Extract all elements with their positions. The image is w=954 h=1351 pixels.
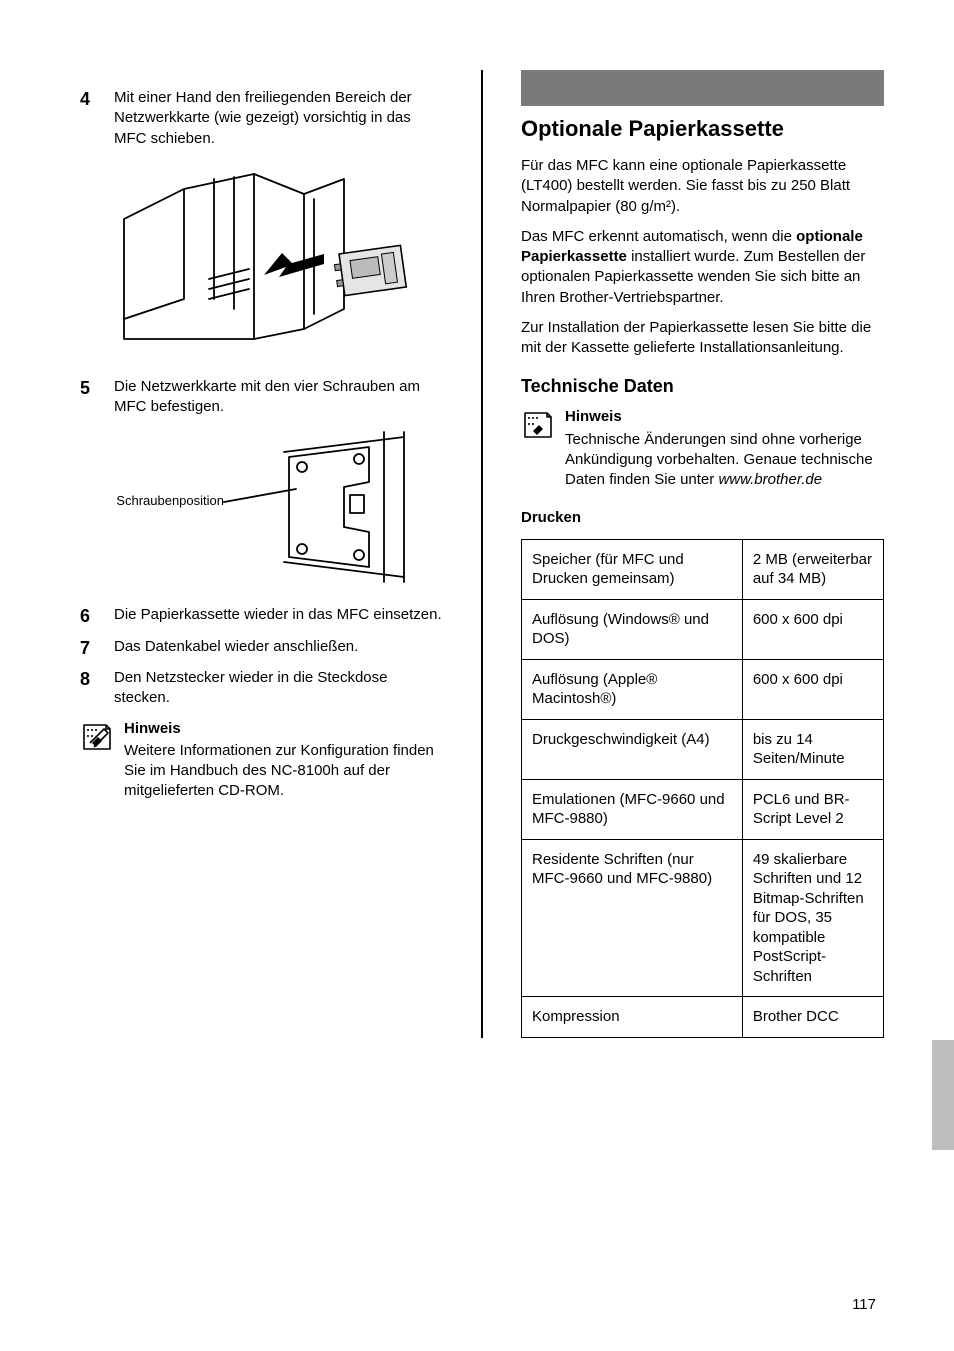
spec-val: PCL6 und BR-Script Level 2 [742,779,883,839]
note-label: Hinweis [565,407,884,427]
para-3: Zur Installation der Papierkassette lese… [521,318,884,359]
step-6: 6 Die Papierkassette wieder in das MFC e… [80,605,443,628]
step-number: 7 [80,637,104,660]
side-tab [932,1040,954,1150]
para-2: Das MFC erkennt automatisch, wenn die op… [521,227,884,308]
spec-key: Kompression [522,997,743,1038]
spec-val: Brother DCC [742,997,883,1038]
note-label: Hinweis [124,719,443,739]
para-1: Für das MFC kann eine optionale Papierka… [521,156,884,217]
note-block: Hinweis Weitere Informationen zur Konfig… [80,719,443,802]
left-column: 4 Mit einer Hand den freiliegenden Berei… [80,70,443,1038]
table-row: Druckgeschwindigkeit (A4)bis zu 14 Seite… [522,719,884,779]
step-4: 4 Mit einer Hand den freiliegenden Berei… [80,88,443,149]
printer-card-illustration [114,159,414,359]
step-text: Mit einer Hand den freiliegenden Bereich… [114,88,443,149]
step-5: 5 Die Netzwerkkarte mit den vier Schraub… [80,377,443,418]
page-number: 117 [852,1296,876,1313]
spec-key: Auflösung (Apple® Macintosh®) [522,659,743,719]
table-row: Speicher (für MFC und Drucken gemeinsam)… [522,539,884,599]
table-row: Auflösung (Windows® und DOS)600 x 600 dp… [522,599,884,659]
note-icon [80,719,114,753]
note-body: Hinweis Technische Änderungen sind ohne … [565,407,884,490]
spec-val: 2 MB (erweiterbar auf 34 MB) [742,539,883,599]
step-text: Die Papierkassette wieder in das MFC ein… [114,605,442,628]
spec-val: 600 x 600 dpi [742,659,883,719]
spec-val: 49 skalierbare Schriften und 12 Bitmap-S… [742,839,883,997]
page: 4 Mit einer Hand den freiliegenden Berei… [0,0,954,1351]
table-heading: Drucken [521,508,884,528]
step-7: 7 Das Datenkabel wieder anschließen. [80,637,443,660]
spec-val: 600 x 600 dpi [742,599,883,659]
table-row: Residente Schriften (nur MFC-9660 und MF… [522,839,884,997]
para-2a: Das MFC erkennt automatisch, wenn die [521,228,796,245]
step-number: 6 [80,605,104,628]
column-divider [481,70,483,1038]
step-text: Den Netzstecker wieder in die Steckdose … [114,668,443,709]
figure-insert-card [114,159,443,359]
spec-table: Speicher (für MFC und Drucken gemeinsam)… [521,539,884,1038]
spec-key: Auflösung (Windows® und DOS) [522,599,743,659]
step-number: 4 [80,88,104,149]
two-column-layout: 4 Mit einer Hand den freiliegenden Berei… [80,70,884,1038]
spec-key: Residente Schriften (nur MFC-9660 und MF… [522,839,743,997]
figure-screw-position: Schraubenposition [114,427,443,587]
step-8: 8 Den Netzstecker wieder in die Steckdos… [80,668,443,709]
spec-key: Emulationen (MFC-9660 und MFC-9880) [522,779,743,839]
note-text: Weitere Informationen zur Konfiguration … [124,741,443,802]
step-number: 5 [80,377,104,418]
step-text: Die Netzwerkkarte mit den vier Schrauben… [114,377,443,418]
note-body: Hinweis Weitere Informationen zur Konfig… [124,719,443,802]
note-url: www.brother.de [718,471,822,488]
spec-key: Druckgeschwindigkeit (A4) [522,719,743,779]
right-column: Optionale Papierkassette Für das MFC kan… [521,70,884,1038]
note-icon [521,407,555,441]
heading-optional-tray: Optionale Papierkassette [521,116,884,142]
step-text: Das Datenkabel wieder anschließen. [114,637,358,660]
table-row: KompressionBrother DCC [522,997,884,1038]
heading-specs: Technische Daten [521,376,884,397]
section-band [521,70,884,106]
spec-key: Speicher (für MFC und Drucken gemeinsam) [522,539,743,599]
table-row: Auflösung (Apple® Macintosh®)600 x 600 d… [522,659,884,719]
callout-label: Schraubenposition [114,493,224,508]
note-block-right: Hinweis Technische Änderungen sind ohne … [521,407,884,490]
spec-val: bis zu 14 Seiten/Minute [742,719,883,779]
table-row: Emulationen (MFC-9660 und MFC-9880)PCL6 … [522,779,884,839]
step-number: 8 [80,668,104,709]
